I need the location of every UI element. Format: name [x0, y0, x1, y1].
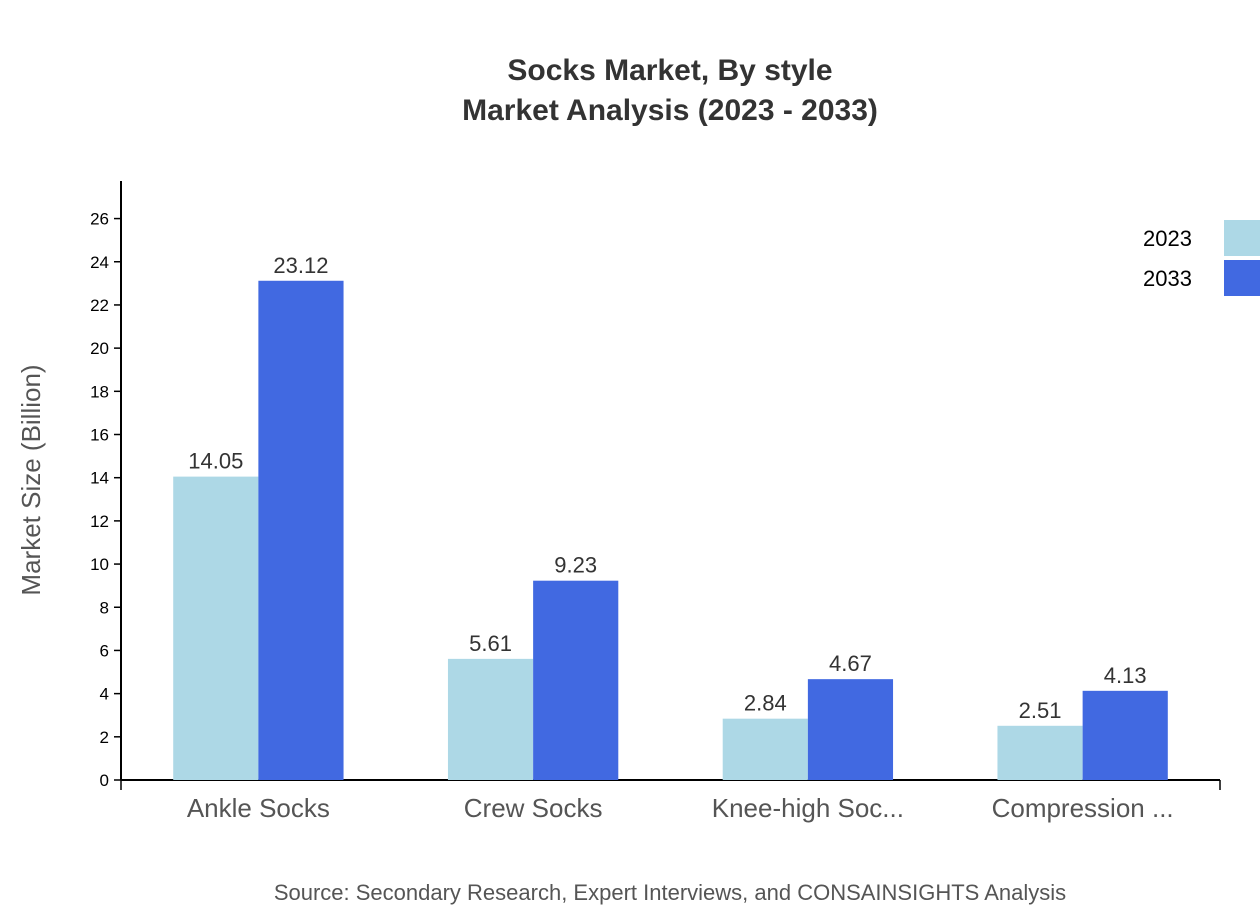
legend-swatch-2023: [1224, 220, 1260, 256]
data-label: 14.05: [188, 449, 243, 474]
data-label: 5.61: [469, 631, 512, 656]
bar-2033: [533, 580, 619, 780]
y-tick-label: 24: [90, 253, 109, 272]
y-tick-label: 2: [100, 728, 109, 747]
x-tick-label: Crew Socks: [464, 793, 603, 823]
data-label: 4.67: [829, 651, 872, 676]
bars: 14.05 23.12 5.61 9.23 2.84 4.67 2.51 4.13: [173, 253, 1168, 780]
legend: 2023 2033: [1143, 220, 1260, 296]
x-tick-label: Compression ...: [992, 793, 1174, 823]
y-tick-label: 12: [90, 512, 109, 531]
x-tick-label: Ankle Socks: [187, 793, 330, 823]
chart-subtitle: Market Analysis (2023 - 2033): [462, 94, 878, 127]
bar-2033: [258, 280, 344, 780]
y-tick-label: 6: [100, 641, 109, 660]
legend-swatch-2033: [1224, 260, 1260, 296]
x-tick-label: Knee-high Soc...: [712, 793, 904, 823]
y-tick-label: 14: [90, 469, 109, 488]
data-label: 4.13: [1104, 663, 1147, 688]
bar-2033: [807, 679, 894, 780]
y-tick-label: 18: [90, 382, 109, 401]
data-label: 2.51: [1019, 698, 1062, 723]
data-label: 2.84: [744, 691, 787, 716]
y-tick-label: 8: [100, 598, 109, 617]
y-tick-label: 4: [100, 685, 109, 704]
data-label: 9.23: [554, 553, 597, 578]
y-tick-label: 16: [90, 426, 109, 445]
y-tick-label: 26: [90, 210, 109, 229]
y-tick-label: 20: [90, 339, 109, 358]
legend-label: 2033: [1143, 266, 1192, 291]
bar-2033: [1082, 690, 1168, 780]
y-tick-label: 22: [90, 296, 109, 315]
bar-2023: [447, 658, 534, 780]
source-note: Source: Secondary Research, Expert Inter…: [274, 880, 1066, 905]
y-axis-label: Market Size (Billion): [16, 364, 46, 595]
data-label: 23.12: [273, 253, 328, 278]
y-tick-label: 10: [90, 555, 109, 574]
bar-2023: [997, 725, 1083, 780]
x-axis: Ankle Socks Crew Socks Knee-high Soc... Com…: [120, 779, 1221, 823]
chart-title: Socks Market, By style: [507, 54, 832, 87]
y-tick-label: 0: [100, 771, 109, 790]
bar-2023: [722, 718, 808, 780]
legend-label: 2023: [1143, 226, 1192, 251]
bar-2023: [173, 476, 259, 780]
